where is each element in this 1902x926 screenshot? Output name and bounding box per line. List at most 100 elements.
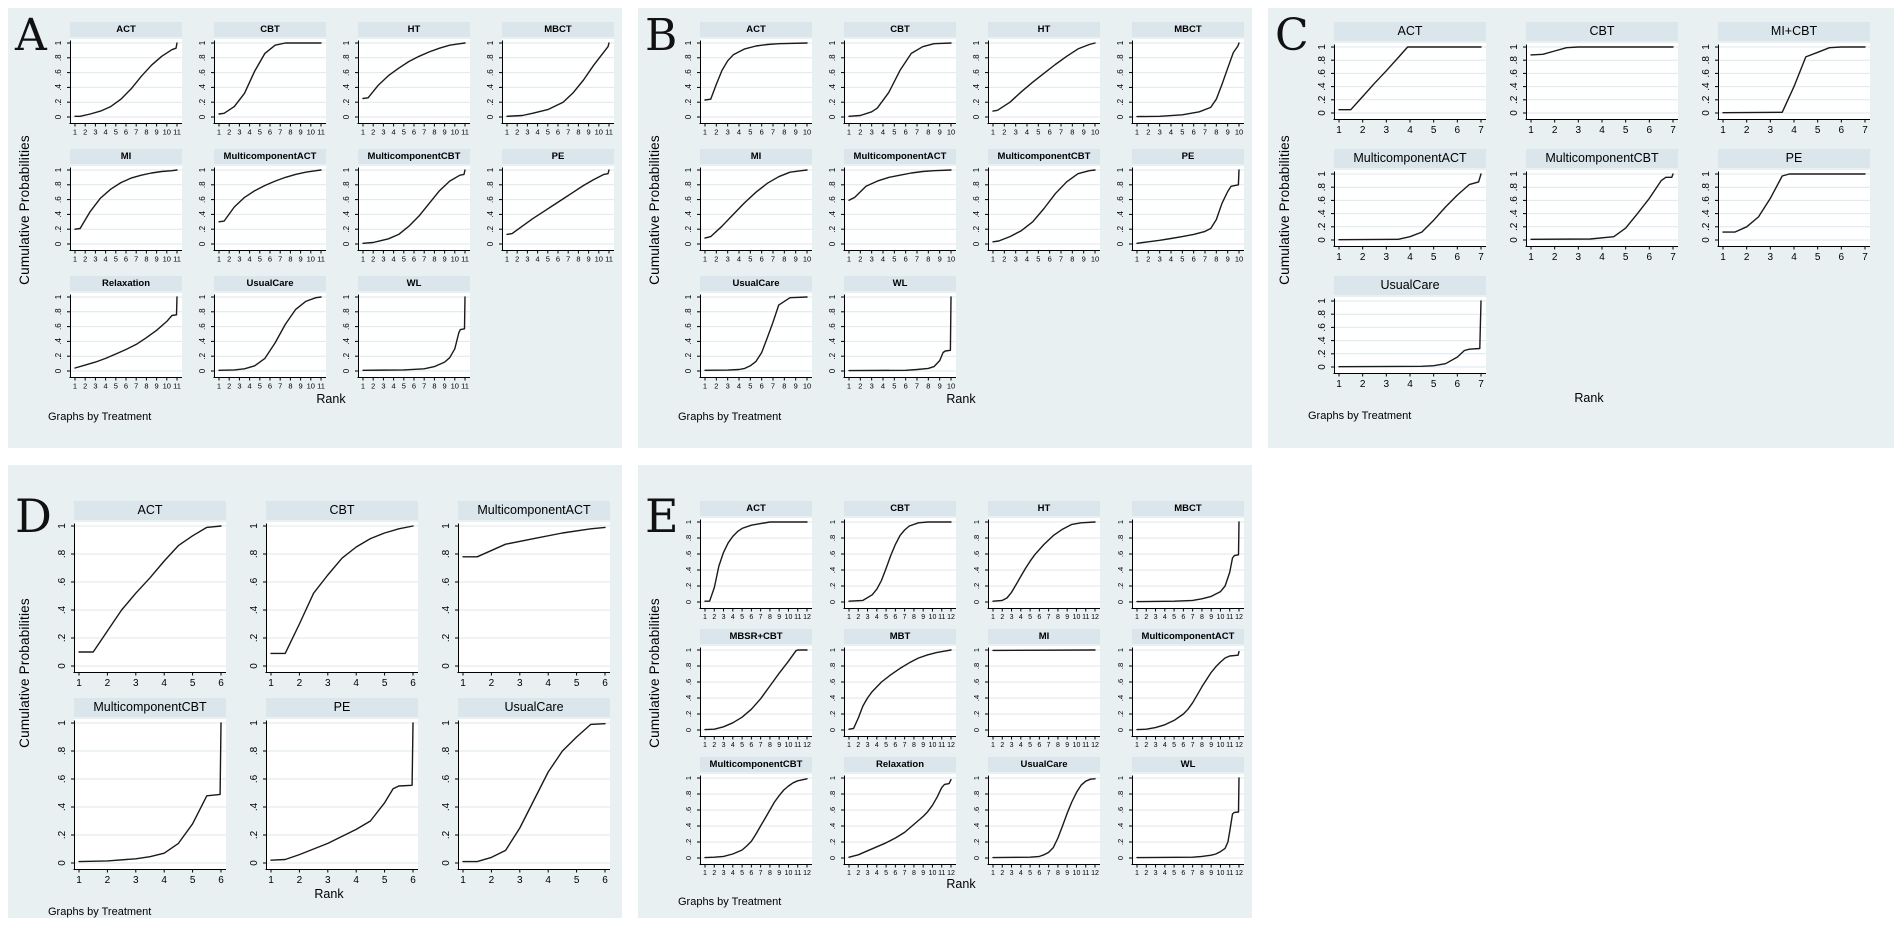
svg-text:6: 6 <box>1647 125 1653 136</box>
gridlines <box>988 777 1100 859</box>
svg-text:7: 7 <box>1191 614 1195 621</box>
svg-text:10: 10 <box>307 255 315 264</box>
svg-text:8: 8 <box>576 255 580 264</box>
svg-text:.6: .6 <box>972 679 981 685</box>
svg-text:0: 0 <box>1701 237 1712 243</box>
plot-region <box>844 39 956 123</box>
subplot-title: CBT <box>214 22 326 37</box>
gridlines <box>844 649 956 731</box>
subplot-row: MulticomponentCBT 0 .2 .4 .6 .8 1 1 2 3 4 5 6 PE 0 .2 .4… <box>48 698 622 886</box>
svg-text:.6: .6 <box>828 679 837 685</box>
svg-text:11: 11 <box>317 255 325 264</box>
svg-text:1: 1 <box>1116 167 1125 172</box>
svg-text:3: 3 <box>1014 128 1018 137</box>
svg-text:1: 1 <box>73 128 77 137</box>
svg-text:3: 3 <box>1154 742 1158 749</box>
cumulative-curve <box>848 296 952 372</box>
svg-text:.2: .2 <box>1116 583 1125 589</box>
svg-text:.8: .8 <box>1509 56 1520 65</box>
subplot-UsualCare: UsualCare 0.2.4.6.8 1 1 2 3 4 5 6 7 8 9 10 11 12 <box>966 757 1100 877</box>
y-tick-labels: 0 .2 .4 .6 .8 1 <box>1116 648 1133 732</box>
svg-text:1: 1 <box>972 776 981 780</box>
x-tick-labels: 1 2 3 4 5 6 7 <box>1336 373 1484 390</box>
svg-text:1: 1 <box>828 294 837 299</box>
gridlines <box>1334 46 1486 114</box>
gridlines <box>70 169 182 245</box>
subplot-title: ACT <box>700 22 812 37</box>
svg-text:.8: .8 <box>684 181 693 188</box>
svg-text:0: 0 <box>972 600 981 604</box>
svg-text:.6: .6 <box>1116 679 1125 685</box>
rankogram-plot: 0.2.4.6.811 2 3 4 5 6 7 8 9 10 11 12 <box>1116 518 1244 621</box>
rankogram-plot: 0.2.4.6.811 2 3 4 5 6 7 8 9 10 11 12 <box>684 518 812 621</box>
svg-text:8: 8 <box>912 742 916 749</box>
svg-text:2: 2 <box>83 255 87 264</box>
svg-text:1: 1 <box>828 40 837 45</box>
svg-text:3: 3 <box>1010 614 1014 621</box>
svg-text:.6: .6 <box>828 69 837 76</box>
svg-text:6: 6 <box>904 128 908 137</box>
svg-text:9: 9 <box>1209 870 1213 877</box>
x-tick-labels: 1 2 3 4 5 6 7 8 9 10 <box>1135 123 1243 137</box>
plot-region <box>844 518 956 608</box>
panel-letter: C <box>1275 10 1309 61</box>
svg-text:.8: .8 <box>1116 181 1125 188</box>
svg-text:6: 6 <box>412 128 416 137</box>
svg-text:8: 8 <box>1070 128 1074 137</box>
subplot-grid: ACT 0 .2 .4 .6 .8 1 1 2 3 4 5 6 7 CBT 0 .2 .4 .6 .8 1 1 2 3 4 5 6 7… <box>1308 22 1894 390</box>
plot-region <box>1526 170 1678 246</box>
rankogram-plot: 0 .2 .4 .6 .8 1 1 2 3 4 5 6 7 <box>1317 297 1486 390</box>
svg-text:1: 1 <box>217 255 221 264</box>
svg-text:4: 4 <box>392 128 396 137</box>
subplot-title: MulticomponentACT <box>458 501 610 520</box>
svg-text:4: 4 <box>1169 255 1173 264</box>
subplot-title: UsualCare <box>458 698 610 717</box>
svg-text:5: 5 <box>1172 742 1176 749</box>
svg-text:1: 1 <box>703 382 707 391</box>
subplot-title: MulticomponentCBT <box>700 757 812 772</box>
svg-text:.2: .2 <box>54 225 63 232</box>
svg-text:6: 6 <box>1037 742 1041 749</box>
svg-text:2: 2 <box>1002 255 1006 264</box>
rankogram-plot: 0 .2 .4 .6 .8 1 1 2 3 4 5 6 <box>249 719 418 886</box>
y-tick-labels: 0 .2 .4 .6 .8 1 <box>1509 171 1527 243</box>
svg-text:6: 6 <box>412 382 416 391</box>
svg-text:0: 0 <box>441 860 452 866</box>
svg-text:8: 8 <box>1214 128 1218 137</box>
svg-text:3: 3 <box>525 255 529 264</box>
svg-text:.8: .8 <box>828 791 837 797</box>
x-tick-labels: 1 2 3 4 5 6 <box>460 672 608 689</box>
svg-text:.6: .6 <box>54 323 63 330</box>
svg-text:8: 8 <box>912 870 916 877</box>
svg-text:6: 6 <box>1839 125 1845 136</box>
svg-text:.2: .2 <box>54 352 63 359</box>
rankogram-plot: 0.2.4.6.811 2 3 4 5 6 7 8 9 10 11 <box>198 293 326 391</box>
svg-text:.4: .4 <box>1701 209 1712 218</box>
svg-text:6: 6 <box>1839 252 1845 263</box>
subplot-title: Relaxation <box>70 276 182 291</box>
rankogram-plot: 0.2.4.6.811 2 3 4 5 6 7 8 9 10 11 12 <box>1116 774 1244 877</box>
svg-text:10: 10 <box>803 128 811 137</box>
svg-text:2: 2 <box>371 382 375 391</box>
y-tick-labels: 0 .2 .4 .6 .8 1 <box>198 40 215 119</box>
svg-text:3: 3 <box>325 678 331 689</box>
rankogram-plot: 0.2.4.6.811 2 3 4 5 6 7 8 9 10 11 12 <box>684 646 812 749</box>
svg-text:0: 0 <box>1116 241 1125 246</box>
rankogram-plot: 0 .2 .4 .6 .8 1 1 2 3 4 5 6 7 <box>1317 43 1486 136</box>
svg-text:7: 7 <box>278 382 282 391</box>
svg-text:5: 5 <box>1036 128 1040 137</box>
svg-text:0: 0 <box>54 241 63 246</box>
subplot-title: MI <box>988 629 1100 644</box>
rankogram-plot: 0.2.4.6.811 2 3 4 5 6 7 8 9 10 11 <box>54 166 182 264</box>
svg-text:1: 1 <box>1720 125 1726 136</box>
svg-text:.2: .2 <box>486 225 495 232</box>
svg-text:3: 3 <box>93 128 97 137</box>
svg-text:1: 1 <box>76 875 82 886</box>
subplot-UsualCare: UsualCare 0 .2 .4 .6 .8 1 1 2 3 4 5 6 <box>432 698 610 886</box>
svg-text:.6: .6 <box>54 69 63 76</box>
svg-text:.2: .2 <box>1317 349 1328 358</box>
svg-text:.4: .4 <box>486 84 495 91</box>
svg-text:11: 11 <box>173 382 181 391</box>
panel-body: ACT 0.2.4.6.8 1 1 2 3 4 5 6 7 8 9 10 CBT 0.2.4.6.8 1 1 2 3… <box>638 8 1252 448</box>
subplot-Relaxation: Relaxation 0.2.4.6.8 1 1 2 3 4 5 6 7 8 9 10 11 <box>48 276 182 391</box>
